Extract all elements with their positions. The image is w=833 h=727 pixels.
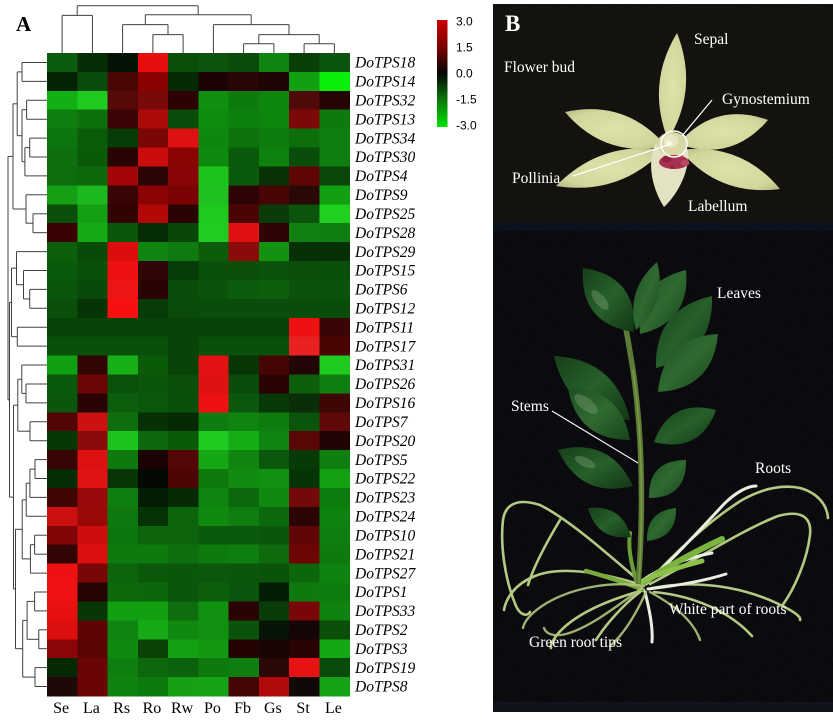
svg-text:DoTPS20: DoTPS20: [354, 433, 416, 450]
svg-text:DoTPS19: DoTPS19: [354, 660, 416, 677]
svg-text:DoTPS34: DoTPS34: [354, 130, 416, 147]
svg-text:DoTPS32: DoTPS32: [354, 93, 416, 110]
svg-text:DoTPS10: DoTPS10: [354, 528, 416, 545]
svg-text:Labellum: Labellum: [688, 198, 747, 215]
svg-text:DoTPS9: DoTPS9: [354, 187, 408, 204]
svg-text:Se: Se: [53, 700, 69, 717]
svg-text:Le: Le: [325, 700, 342, 717]
svg-text:DoTPS5: DoTPS5: [354, 452, 408, 469]
svg-text:DoTPS30: DoTPS30: [354, 149, 416, 166]
svg-text:DoTPS29: DoTPS29: [354, 244, 416, 261]
svg-text:DoTPS21: DoTPS21: [354, 546, 415, 563]
svg-text:Gynostemium: Gynostemium: [722, 91, 810, 108]
svg-text:Roots: Roots: [755, 460, 791, 477]
svg-text:DoTPS31: DoTPS31: [354, 357, 415, 374]
svg-text:DoTPS7: DoTPS7: [354, 414, 409, 431]
svg-text:Ro: Ro: [143, 700, 162, 717]
svg-text:DoTPS23: DoTPS23: [354, 490, 416, 507]
svg-text:DoTPS22: DoTPS22: [354, 471, 416, 488]
svg-text:Fb: Fb: [234, 700, 251, 717]
svg-text:Green root tips: Green root tips: [529, 634, 622, 651]
svg-text:DoTPS13: DoTPS13: [354, 111, 416, 128]
svg-text:DoTPS26: DoTPS26: [354, 376, 416, 393]
svg-text:DoTPS17: DoTPS17: [354, 338, 417, 355]
svg-text:DoTPS4: DoTPS4: [354, 168, 408, 185]
svg-text:Pollinia: Pollinia: [512, 170, 560, 187]
svg-text:-1.5: -1.5: [456, 93, 477, 107]
svg-text:Sepal: Sepal: [694, 31, 728, 48]
svg-text:White part of roots: White part of roots: [669, 601, 787, 618]
svg-text:Gs: Gs: [264, 700, 282, 717]
svg-text:A: A: [16, 12, 32, 36]
svg-text:1.5: 1.5: [456, 41, 473, 55]
svg-text:DoTPS18: DoTPS18: [354, 55, 416, 72]
svg-text:St: St: [296, 700, 310, 717]
svg-text:DoTPS6: DoTPS6: [354, 282, 408, 299]
svg-text:DoTPS33: DoTPS33: [354, 603, 416, 620]
svg-text:Flower bud: Flower bud: [504, 59, 575, 76]
svg-text:DoTPS2: DoTPS2: [354, 622, 408, 639]
svg-text:Rs: Rs: [113, 700, 130, 717]
svg-text:DoTPS16: DoTPS16: [354, 395, 416, 412]
svg-text:-3.0: -3.0: [456, 119, 477, 133]
svg-text:DoTPS1: DoTPS1: [354, 584, 408, 601]
svg-text:Rw: Rw: [171, 700, 194, 717]
svg-text:Leaves: Leaves: [717, 285, 761, 302]
svg-text:DoTPS8: DoTPS8: [354, 679, 408, 696]
svg-text:Po: Po: [204, 700, 221, 717]
svg-text:0.0: 0.0: [456, 67, 473, 81]
svg-text:DoTPS3: DoTPS3: [354, 641, 408, 658]
svg-text:3.0: 3.0: [456, 15, 473, 29]
svg-text:DoTPS11: DoTPS11: [354, 319, 414, 336]
svg-text:DoTPS14: DoTPS14: [354, 74, 416, 91]
svg-text:DoTPS27: DoTPS27: [354, 565, 417, 582]
svg-text:DoTPS15: DoTPS15: [354, 263, 416, 280]
svg-text:B: B: [505, 11, 520, 36]
svg-text:DoTPS24: DoTPS24: [354, 509, 416, 526]
svg-text:Stems: Stems: [511, 398, 549, 415]
svg-text:La: La: [83, 700, 100, 717]
svg-text:DoTPS28: DoTPS28: [354, 225, 416, 242]
svg-text:DoTPS25: DoTPS25: [354, 206, 416, 223]
svg-text:DoTPS12: DoTPS12: [354, 301, 416, 318]
